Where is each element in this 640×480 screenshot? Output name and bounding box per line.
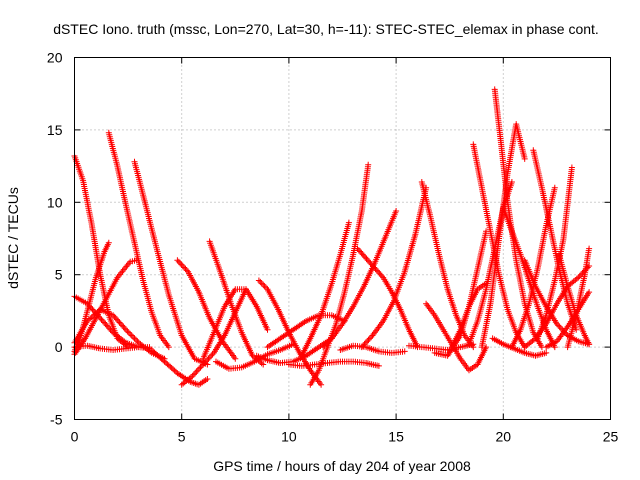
data-series	[418, 179, 477, 351]
data-series	[448, 280, 490, 351]
point-markers	[307, 161, 372, 388]
data-series	[406, 341, 477, 353]
data-points	[71, 86, 593, 388]
point-markers	[358, 184, 430, 351]
data-series	[358, 184, 430, 351]
x-tick-label: 5	[178, 429, 186, 445]
point-markers	[354, 245, 421, 351]
data-series	[105, 129, 172, 351]
plot-frame	[74, 57, 611, 420]
point-markers	[543, 289, 593, 351]
chart-title: dSTEC Iono. truth (mssc, Lon=270, Lat=30…	[53, 21, 599, 37]
y-tick-label: 10	[47, 194, 63, 210]
x-tick-labels: 0 5 10 15 20 25	[71, 429, 619, 445]
data-series	[320, 208, 400, 351]
point-markers	[320, 208, 400, 351]
data-series	[354, 245, 421, 351]
x-tick-label: 10	[281, 429, 297, 445]
x-tick-label: 15	[388, 429, 404, 445]
y-tick-label: 15	[47, 122, 63, 138]
point-markers	[131, 158, 211, 368]
x-tick-label: 20	[496, 429, 512, 445]
point-markers	[178, 286, 249, 388]
point-markers	[406, 341, 477, 353]
point-markers	[337, 342, 408, 356]
point-markers	[448, 280, 490, 351]
data-series	[543, 289, 593, 351]
point-markers	[200, 286, 271, 362]
data-series	[178, 286, 249, 388]
y-tick-label: 0	[55, 339, 63, 355]
point-markers	[521, 257, 593, 348]
grid	[74, 57, 611, 420]
point-markers	[418, 179, 477, 351]
point-markers	[521, 263, 593, 351]
data-series	[466, 179, 515, 348]
data-series	[489, 335, 550, 359]
data-series	[521, 257, 593, 348]
x-axis-title: GPS time / hours of day 204 of year 2008	[213, 458, 471, 474]
data-series	[200, 286, 271, 362]
x-tick-label: 0	[71, 429, 79, 445]
y-tick-label: 20	[47, 50, 63, 66]
data-series	[337, 342, 408, 356]
y-axis-title: dSTEC / TECUs	[5, 187, 21, 289]
y-tick-label: 5	[55, 267, 63, 283]
data-series	[131, 158, 211, 368]
point-markers	[466, 179, 515, 348]
x-tick-label: 25	[603, 429, 619, 445]
point-markers	[105, 129, 172, 351]
point-markers	[489, 335, 550, 359]
y-tick-labels: -5 0 5 10 15 20	[47, 50, 63, 428]
data-series	[298, 219, 352, 359]
point-markers	[298, 219, 352, 359]
data-series	[307, 161, 372, 388]
data-series	[521, 263, 593, 351]
y-tick-label: -5	[50, 412, 63, 428]
